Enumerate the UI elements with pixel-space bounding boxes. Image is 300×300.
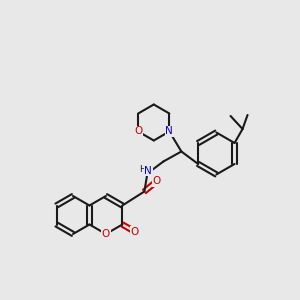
- Text: N: N: [145, 166, 152, 176]
- Text: H: H: [139, 165, 146, 174]
- Text: O: O: [130, 226, 139, 236]
- Text: O: O: [102, 229, 110, 239]
- Text: O: O: [152, 176, 160, 187]
- Text: O: O: [134, 127, 142, 136]
- Text: N: N: [166, 127, 173, 136]
